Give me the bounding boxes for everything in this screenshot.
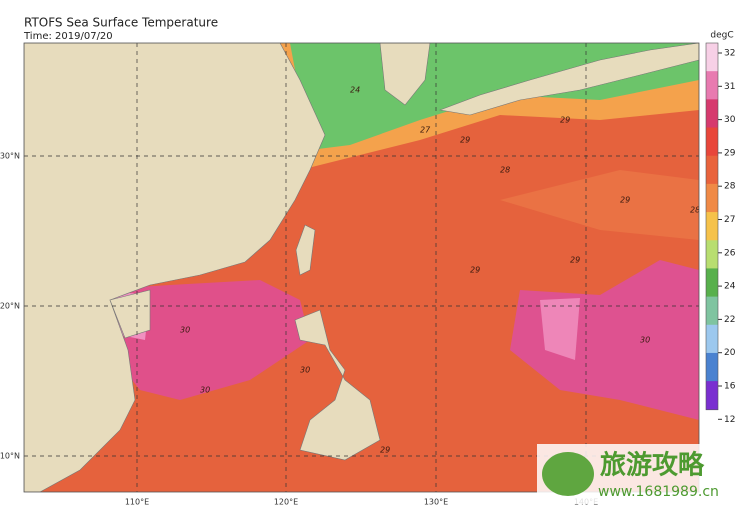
- colorbar-segment: [706, 71, 718, 100]
- watermark: 旅游攻略 www.1681989.cn: [537, 444, 737, 504]
- contour-label: 24: [350, 86, 360, 95]
- colorbar-label: 20: [724, 348, 736, 358]
- contour-label: 28: [690, 206, 700, 215]
- contour-label: 29: [570, 256, 580, 265]
- colorbar-label: 26: [724, 248, 736, 258]
- colorbar-frame: [705, 42, 719, 411]
- lat-label: 30°N: [0, 152, 20, 161]
- colorbar-label: 12: [724, 415, 735, 425]
- warm-pool-peak: [540, 298, 580, 360]
- colorbar-label: 27: [724, 215, 735, 225]
- watermark-name: 旅游攻略: [600, 450, 705, 481]
- colorbar-label: 24: [724, 282, 736, 292]
- taiwan: [295, 224, 316, 276]
- colorbar-segment: [706, 155, 718, 185]
- map: 29 28 29 30 29 30 28 29 30 29 30 27 24 29: [23, 42, 700, 493]
- contour-label: 29: [560, 116, 570, 125]
- watermark-logo: [542, 452, 594, 496]
- colorbar-segment: [706, 381, 718, 410]
- colorbar-label: 30: [724, 115, 736, 125]
- lon-label: 120°E: [274, 498, 298, 507]
- land: [24, 43, 326, 492]
- contour-label: 29: [380, 446, 390, 455]
- colorbar-segment: [706, 268, 718, 298]
- contour-label: 30: [200, 386, 210, 395]
- colorbar-segment: [706, 324, 718, 354]
- contour-label: 28: [500, 166, 510, 175]
- colorbar-segment: [706, 352, 718, 382]
- lat-label: 20°N: [0, 302, 20, 311]
- contour-label: 29: [620, 196, 630, 205]
- time: Time: 2019/07/20: [23, 31, 113, 42]
- colorbar-label: 31: [724, 82, 735, 92]
- colorbar-segment: [706, 240, 718, 269]
- lon-label: 110°E: [125, 498, 149, 507]
- contour-label: 30: [300, 366, 310, 375]
- colorbar-segment: [706, 183, 718, 213]
- colorbar-segment: [706, 43, 718, 72]
- title: RTOFS Sea Surface Temperature: [24, 16, 218, 30]
- colorbar-label: 28: [724, 182, 736, 192]
- philippines: [294, 309, 381, 461]
- colorbar: 32 31 30 29 28 27 26 24 22 20 16 12: [705, 42, 736, 425]
- colorbar-segment: [706, 212, 718, 241]
- colorbar-label: 16: [724, 382, 736, 392]
- lon-label: 130°E: [424, 498, 448, 507]
- colorbar-label: 22: [724, 315, 735, 325]
- contour-label: 29: [460, 136, 470, 145]
- colorbar-label: 32: [724, 49, 735, 59]
- colorbar-unit: degC: [710, 31, 733, 41]
- contour-label: 30: [640, 336, 650, 345]
- lat-label: 10°N: [0, 452, 20, 461]
- colorbar-segment: [706, 127, 718, 157]
- japan: [438, 43, 699, 116]
- contour-label: 30: [180, 326, 190, 335]
- colorbar-segment: [706, 296, 718, 326]
- contour-label: 29: [470, 266, 480, 275]
- contour-label: 27: [420, 126, 431, 135]
- watermark-url: www.1681989.cn: [598, 484, 719, 500]
- sst-patch: [500, 170, 699, 240]
- colorbar-segment: [706, 99, 718, 129]
- korea: [379, 43, 431, 106]
- colorbar-label: 29: [724, 148, 736, 158]
